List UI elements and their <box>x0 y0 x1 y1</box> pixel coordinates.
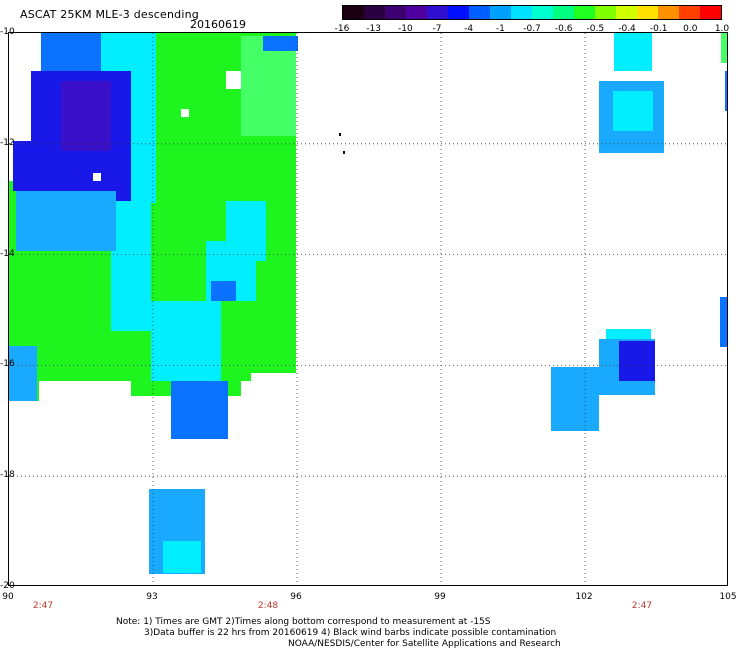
colorbar-swatch <box>427 6 448 19</box>
colorbar-swatch <box>448 6 469 19</box>
colorbar-tick-label: -0.7 <box>523 24 541 34</box>
colorbar-swatch <box>385 6 406 19</box>
note-line-1: Note: 1) Times are GMT 2)Times along bot… <box>116 617 491 627</box>
colorbar-swatch <box>595 6 616 19</box>
wind-swath <box>41 33 101 73</box>
colorbar-labels: -16 -13 -10 -7 -4 -1 -0.7 -0.6 -0.5 -0.4 -0.1 0.0 1.… <box>322 24 740 36</box>
wind-swath <box>614 33 652 71</box>
no-data-cell <box>93 173 101 181</box>
latitude-label: -20 <box>0 581 15 591</box>
wind-swath <box>163 541 201 573</box>
wind-swath <box>16 191 116 251</box>
colorbar-tick-label: -0.5 <box>586 24 605 34</box>
wind-swath <box>721 33 727 63</box>
colorbar-swatch <box>406 6 427 19</box>
wind-swath <box>61 81 111 151</box>
data-field <box>9 33 727 585</box>
map-area <box>8 32 728 586</box>
latitude-label: -14 <box>0 248 15 259</box>
colorbar-swatch <box>616 6 637 19</box>
colorbar-swatch <box>637 6 658 19</box>
wind-swath <box>613 91 653 131</box>
wind-swath <box>720 297 727 347</box>
map-title: ASCAT 25KM MLE-3 descending <box>20 8 199 21</box>
colorbar-swatch <box>574 6 595 19</box>
latitude-label: -12 <box>0 137 15 148</box>
colorbar-tick-label: -4 <box>464 24 474 34</box>
colorbar-tick-label: -0.6 <box>554 24 573 34</box>
colorbar-tick-label: -0.1 <box>649 24 668 34</box>
colorbar-tick-label: -0.4 <box>618 24 636 34</box>
colorbar-swatch <box>469 6 490 19</box>
wind-swath <box>606 329 651 341</box>
colorbar-swatch <box>679 6 700 19</box>
time-label: 2:47 <box>631 601 653 611</box>
wind-swath <box>551 367 599 431</box>
latitude-label: -10 <box>0 27 15 37</box>
no-data-cell <box>181 109 189 117</box>
latitude-label: -18 <box>0 470 15 481</box>
colorbar-swatch <box>658 6 679 19</box>
wind-swath <box>151 301 221 381</box>
map-date: 20160619 <box>190 18 246 31</box>
colorbar-tick-label: 0.0 <box>683 24 698 34</box>
latitude-label: -16 <box>0 359 15 370</box>
longitude-label: 90 <box>2 592 14 602</box>
wind-swath <box>111 201 151 331</box>
island-mark <box>343 151 345 154</box>
colorbar-swatch <box>364 6 385 19</box>
colorbar-swatch <box>553 6 574 19</box>
colorbar-tick-label: -10 <box>397 24 413 34</box>
longitude-label: 105 <box>719 592 737 602</box>
time-label: 2:48 <box>257 601 279 611</box>
note-line-2: 3)Data buffer is 22 hrs from 20160619 4)… <box>144 628 557 638</box>
colorbar-swatch <box>700 6 721 19</box>
colorbar <box>342 5 722 20</box>
colorbar-tick-label: -13 <box>366 24 382 34</box>
wind-swath <box>725 71 727 111</box>
note-line-3: NOAA/NESDIS/Center for Satellite Applica… <box>288 639 561 649</box>
wind-swath <box>211 281 236 301</box>
colorbar-swatch <box>511 6 532 19</box>
wind-swath <box>9 346 37 401</box>
island-mark <box>339 133 341 136</box>
colorbar-tick-label: -16 <box>334 24 350 34</box>
colorbar-swatch <box>490 6 511 19</box>
longitude-label: 96 <box>290 592 302 602</box>
time-label: 2:47 <box>32 601 54 611</box>
colorbar-swatch <box>343 6 364 19</box>
longitude-label: 93 <box>146 592 158 602</box>
colorbar-tick-label: -7 <box>432 24 442 34</box>
colorbar-tick-label: 1.0 <box>714 24 730 34</box>
wind-swath <box>263 36 298 51</box>
wind-swath <box>619 341 655 381</box>
wind-swath <box>171 381 228 439</box>
colorbar-tick-label: -1 <box>495 24 505 34</box>
wind-swath <box>241 36 296 136</box>
longitude-label: 102 <box>575 592 593 602</box>
colorbar-swatch <box>532 6 553 19</box>
longitude-label: 99 <box>434 592 446 602</box>
wind-swath <box>226 201 266 261</box>
